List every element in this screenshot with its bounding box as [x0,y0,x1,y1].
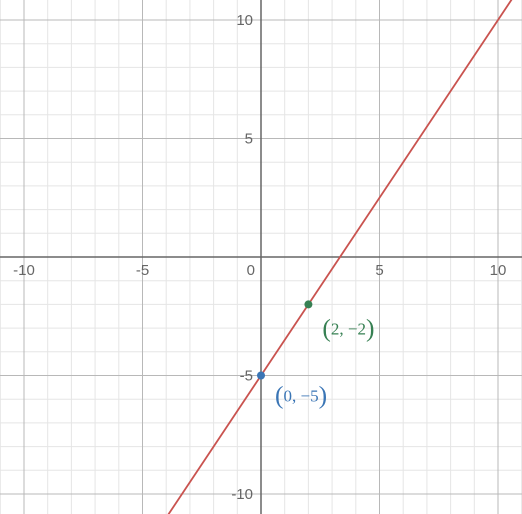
y-tick-label: -10 [231,486,253,503]
coordinate-plane-chart: -10-50510105-5-10(2, −2)(0, −5) [0,0,522,514]
y-tick-label: 10 [236,12,253,29]
x-tick-label: -5 [136,262,149,279]
x-tick-label: 10 [490,262,507,279]
x-tick-label: -10 [13,262,35,279]
y-tick-label: 5 [245,131,253,148]
chart-svg: -10-50510105-5-10(2, −2)(0, −5) [0,0,522,514]
y-tick-label: -5 [240,368,253,385]
x-tick-label: 0 [247,262,255,279]
plot-point [304,300,312,308]
plot-point [257,372,265,380]
x-tick-label: 5 [375,262,383,279]
